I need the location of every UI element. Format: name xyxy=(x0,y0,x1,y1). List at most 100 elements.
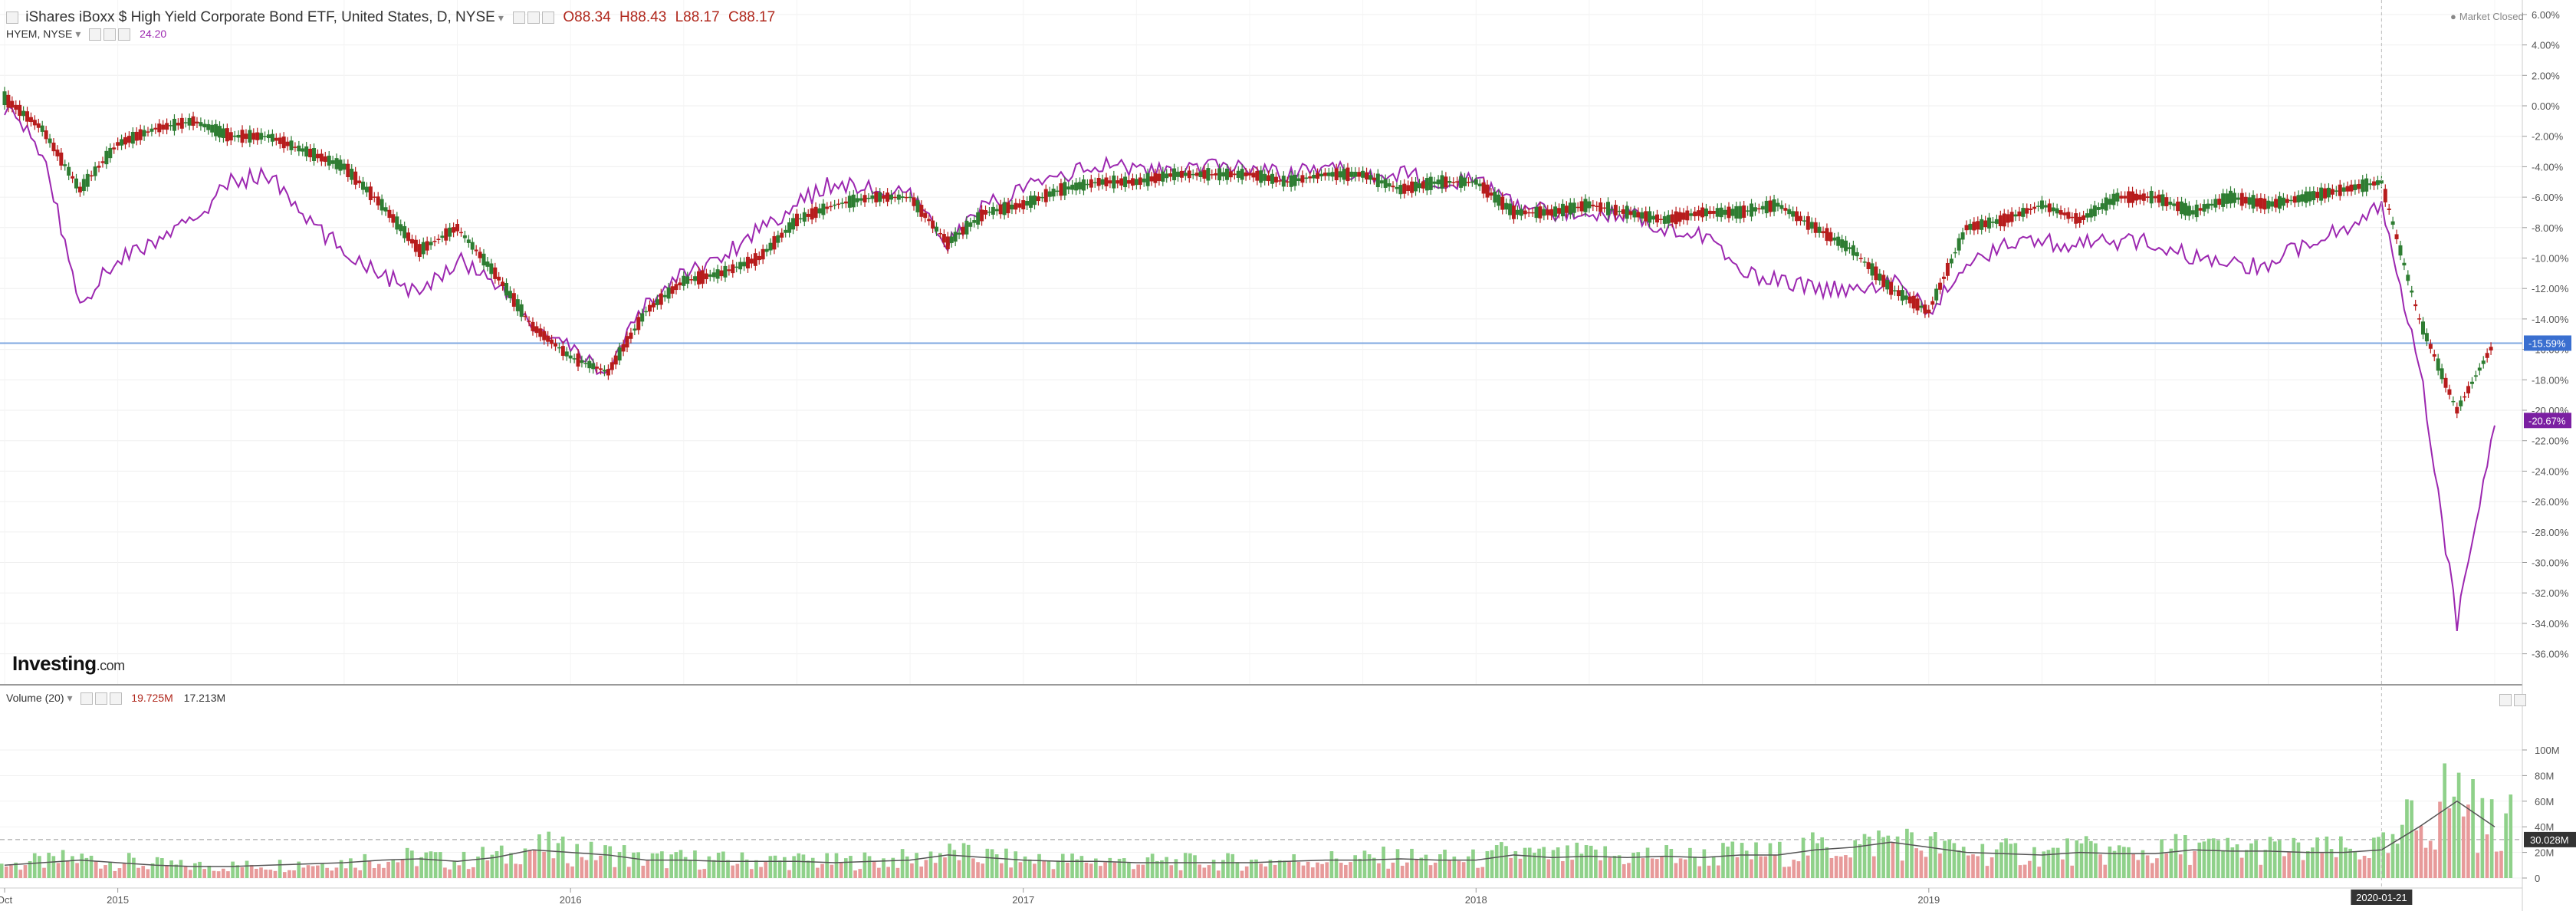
chevron-down-icon[interactable]: ▾ xyxy=(75,28,81,40)
minus-square-icon[interactable] xyxy=(6,11,18,24)
volume-bar xyxy=(2476,853,2480,878)
candle xyxy=(1198,166,1203,182)
chevron-down-icon[interactable]: ▾ xyxy=(67,692,73,704)
volume-bar xyxy=(1678,858,1683,878)
candle xyxy=(931,215,935,234)
candle-body xyxy=(2180,201,2184,215)
candle xyxy=(2206,199,2210,214)
settings-icon[interactable] xyxy=(513,11,526,24)
volume-bar xyxy=(249,864,254,878)
candle-body xyxy=(874,192,879,202)
candle xyxy=(2096,202,2101,215)
candle xyxy=(470,237,475,255)
candle-body xyxy=(2176,201,2180,212)
volume-bar xyxy=(452,860,457,878)
candle xyxy=(2361,175,2365,197)
volume-bar xyxy=(339,860,343,878)
close-icon[interactable] xyxy=(542,11,555,24)
candle-body xyxy=(2239,192,2244,206)
candle xyxy=(281,132,286,153)
eye-icon[interactable] xyxy=(95,692,108,705)
volume-bar xyxy=(301,867,306,878)
volume-bar xyxy=(1094,858,1098,878)
price-tick-label: 4.00% xyxy=(2532,40,2560,51)
volume-bar xyxy=(1382,847,1385,878)
candle xyxy=(806,209,810,222)
candle xyxy=(36,118,41,133)
volume-bar xyxy=(895,867,900,878)
candle xyxy=(1957,233,1961,255)
volume-label[interactable]: Volume (20) xyxy=(6,692,64,704)
chevron-down-icon[interactable]: ▾ xyxy=(498,12,504,24)
volume-bar xyxy=(2495,851,2499,878)
candle xyxy=(1923,300,1927,318)
pane-maximize-icon[interactable] xyxy=(2514,693,2526,706)
candle xyxy=(1357,167,1362,182)
time-axis[interactable]: Oct 2015 2016 2017 2018 2019 2020-01-21 xyxy=(0,0,2413,906)
candle xyxy=(28,112,33,127)
symbol-title[interactable]: iShares iBoxx $ High Yield Corporate Bon… xyxy=(25,9,495,25)
candle xyxy=(1006,197,1010,219)
candle xyxy=(232,130,237,142)
candle-body xyxy=(312,148,317,161)
close-icon[interactable] xyxy=(118,28,131,41)
candle-body xyxy=(251,133,256,140)
volume-bar xyxy=(2079,843,2084,878)
price-tick-label: -36.00% xyxy=(2532,649,2569,660)
close-icon[interactable] xyxy=(110,692,123,705)
candle-body xyxy=(218,126,222,138)
candle-body xyxy=(833,204,837,206)
candle xyxy=(550,334,554,349)
candle-body xyxy=(1375,173,1380,188)
settings-icon[interactable] xyxy=(80,692,94,705)
candle xyxy=(225,123,229,146)
eye-icon[interactable] xyxy=(104,28,117,41)
candle xyxy=(1051,184,1056,202)
candle xyxy=(2312,186,2316,206)
candle xyxy=(1414,176,1418,196)
compare-symbol[interactable]: HYEM, NYSE xyxy=(6,28,73,40)
candle-body xyxy=(2368,183,2373,186)
volume-bar xyxy=(863,852,867,878)
volume-bar xyxy=(1702,849,1707,878)
candle xyxy=(1515,205,1520,220)
price-axis[interactable]: 6.00%4.00%2.00%0.00%-2.00%-4.00%-6.00%-8… xyxy=(2522,9,2569,660)
candle-body xyxy=(2364,178,2369,192)
volume-bar xyxy=(2141,850,2145,878)
candle-body xyxy=(2387,208,2391,210)
candle xyxy=(791,213,796,235)
candle-body xyxy=(587,360,592,369)
candle xyxy=(2255,193,2259,212)
candle-body xyxy=(651,303,656,308)
candle-body xyxy=(1576,206,1580,209)
settings-icon[interactable] xyxy=(89,28,102,41)
candle-body xyxy=(711,272,716,278)
pane-up-icon[interactable] xyxy=(2499,693,2512,706)
candle xyxy=(2131,186,2135,208)
candle-body xyxy=(2160,194,2165,206)
volume-bar xyxy=(674,852,678,878)
candle xyxy=(1987,212,1992,233)
candle-body xyxy=(28,117,33,123)
candle xyxy=(440,231,445,242)
candle xyxy=(402,221,407,243)
candle-body xyxy=(1862,261,1867,263)
eye-icon[interactable] xyxy=(527,11,540,24)
volume-bar xyxy=(259,867,263,878)
price-tick-label: 0.00% xyxy=(2532,100,2560,112)
candle xyxy=(104,146,109,169)
candle-body xyxy=(1851,245,1855,256)
volume-bar xyxy=(542,851,546,878)
candle xyxy=(693,271,698,286)
candle-body xyxy=(1379,180,1384,184)
candle xyxy=(2119,191,2124,203)
candle-body xyxy=(1613,205,1618,215)
candle-body xyxy=(2277,196,2282,209)
candle-body xyxy=(2190,210,2195,215)
candle xyxy=(602,365,606,377)
volume-bar xyxy=(1136,864,1141,878)
volume-bar xyxy=(1122,858,1126,878)
candle xyxy=(938,228,942,239)
